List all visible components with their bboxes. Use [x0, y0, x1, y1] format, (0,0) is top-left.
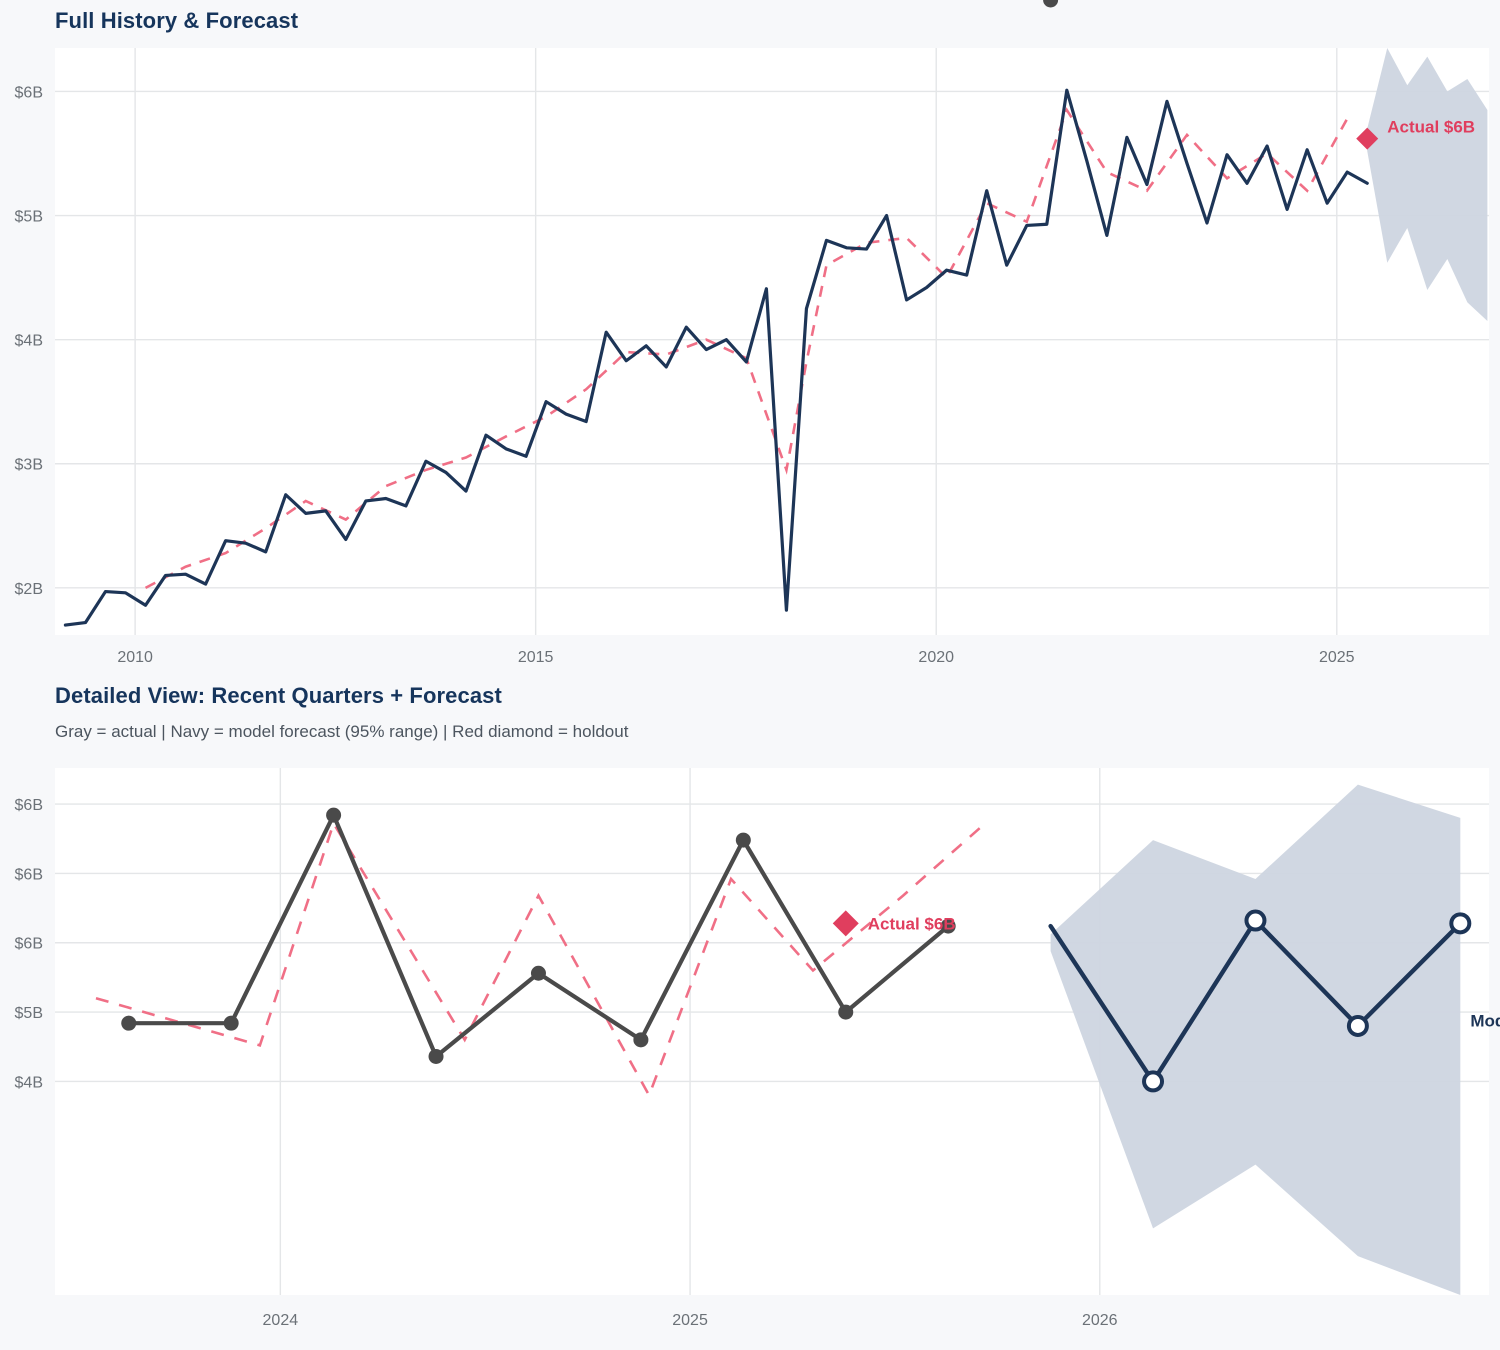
- model-series-label: Model: [1470, 1011, 1500, 1030]
- panel-1-title: Full History & Forecast: [55, 8, 299, 33]
- y-tick-label: $6B: [15, 84, 43, 101]
- holdout-diamond-marker: [832, 910, 859, 937]
- x-tick-label: 2025: [1319, 649, 1355, 666]
- y-tick-label: $3B: [15, 457, 43, 474]
- forecast-data-point: [1346, 1014, 1369, 1037]
- forecast-band-2: [1050, 784, 1461, 1295]
- actual-data-point: [838, 1004, 854, 1020]
- holdout-annotation-label: Actual $6B: [868, 914, 956, 933]
- actual-data-point: [223, 1015, 239, 1031]
- holdout-diamond-marker: [1356, 127, 1379, 150]
- actual-data-point: [735, 832, 751, 848]
- fitted-line-1: [144, 107, 1349, 589]
- forecast-band-1: [1367, 48, 1488, 322]
- y-tick-label: $5B: [15, 209, 43, 226]
- forecast-data-point: [1449, 912, 1472, 935]
- actual-data-point: [940, 918, 956, 934]
- y-tick-label: $6B: [15, 797, 43, 814]
- actual-data-point: [326, 807, 342, 823]
- actual-line-1: [63, 88, 1369, 627]
- full-history-forecast-chart: $2B $3B $4B $5B $6B 2010 2015 2020 2025 Actual $6…: [15, 48, 1489, 666]
- forecast-data-point: [1244, 909, 1267, 932]
- forecast-data-point: [1142, 1070, 1165, 1093]
- actual-data-point: [530, 965, 546, 981]
- y-tick-label: $6B: [15, 936, 43, 953]
- actual-data-point: [121, 1015, 137, 1031]
- y-tick-label: $2B: [15, 581, 43, 598]
- actual-data-point: [633, 1032, 649, 1048]
- y-tick-label: $4B: [15, 1074, 43, 1091]
- actual-data-point: [1043, 0, 1059, 8]
- x-tick-label: 2024: [263, 1312, 299, 1329]
- y-tick-label: $6B: [15, 866, 43, 883]
- y-tick-label: $5B: [15, 1005, 43, 1022]
- x-tick-label: 2015: [518, 649, 554, 666]
- panel-2-subtitle: Gray = actual | Navy = model forecast (9…: [55, 722, 629, 741]
- x-tick-label: 2020: [918, 649, 954, 666]
- y-tick-label: $4B: [15, 333, 43, 350]
- holdout-annotation-label: Actual $6B: [1387, 118, 1475, 137]
- actual-data-point: [428, 1048, 444, 1064]
- plot-area-1: [55, 48, 1489, 635]
- x-tick-label: 2025: [672, 1312, 708, 1329]
- x-tick-label: 2026: [1082, 1312, 1118, 1329]
- panel-2-title: Detailed View: Recent Quarters + Forecas…: [55, 683, 502, 708]
- x-tick-label: 2010: [117, 649, 153, 666]
